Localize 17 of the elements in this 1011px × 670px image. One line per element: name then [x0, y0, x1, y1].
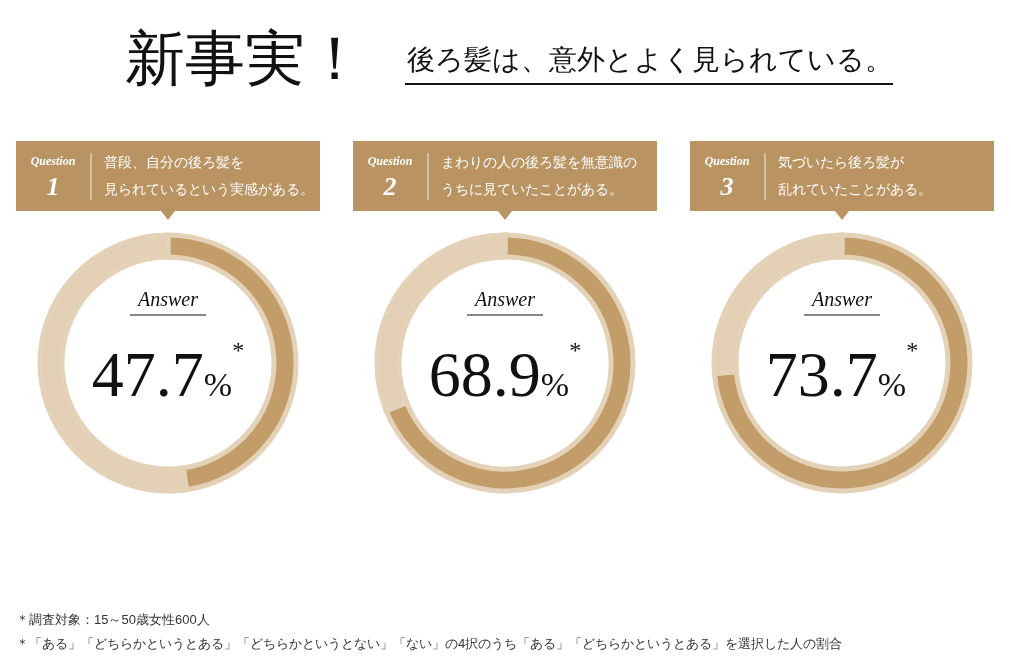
- text: 後ろ髪は、意外とよく見られている。: [407, 44, 893, 75]
- text: Answer: [810, 288, 873, 310]
- text: Question: [704, 154, 750, 168]
- text: Answer: [136, 288, 199, 310]
- text: ＊調査対象：15～50歳女性600人: [16, 612, 210, 627]
- text: 3: [719, 172, 734, 201]
- chart-title: 普段、自分の後ろ髪を見られているという実感がある。: [104, 154, 314, 197]
- donut-slice: [711, 232, 973, 494]
- text: 1: [46, 172, 60, 201]
- text: ＊「ある」「どちらかというとある」「どちらかというとない」「ない」の4択のうち「ある」「どちらかというとある」を選択した人の割合: [16, 636, 843, 651]
- text: 2: [382, 172, 397, 201]
- text: Question: [367, 154, 413, 168]
- text: 新事実！: [125, 26, 365, 92]
- chart-title: 気づいたら後ろ髪が乱れていたことがある。: [778, 155, 932, 197]
- text: Question: [30, 154, 76, 168]
- text: Answer: [473, 288, 536, 310]
- chart-title: まわりの人の後ろ髪を無意識のうちに見ていたことがある。: [441, 155, 637, 197]
